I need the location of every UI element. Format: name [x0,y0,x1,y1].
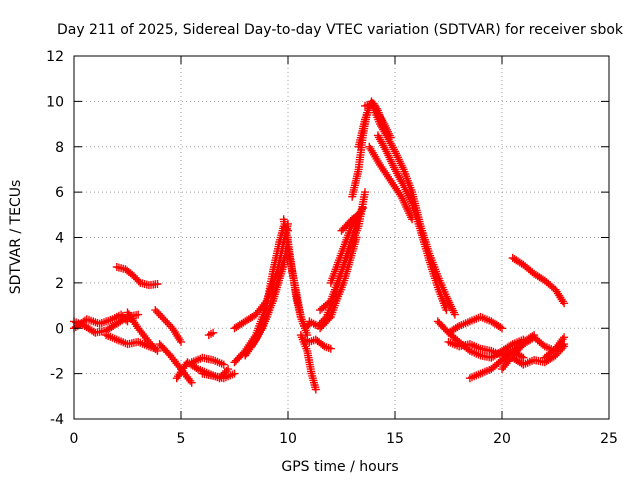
chart-title: Day 211 of 2025, Sidereal Day-to-day VTE… [57,22,624,38]
y-tick-label: 12 [46,49,64,65]
data-series [112,263,162,290]
y-axis-label: SDTVAR / TECUs [8,180,24,295]
data-series [365,142,417,224]
plus-markers [444,312,506,337]
plus-markers [112,263,162,290]
data-series [373,131,451,315]
data-series [508,253,569,308]
y-tick-label: 0 [55,321,64,337]
data-series [284,244,312,340]
data-series [151,306,185,346]
x-tick-label: 10 [279,431,297,447]
y-tick-label: 6 [55,185,64,201]
plus-markers [204,328,218,340]
data-series [444,312,506,337]
y-tick-label: 2 [55,276,64,292]
y-tick-label: 10 [46,94,64,110]
grid [74,56,609,419]
x-axis-label: GPS time / hours [281,459,398,475]
plus-markers [198,369,239,383]
x-axis-ticks: 0 5 10 15 20 25 [70,56,618,447]
x-tick-label: 20 [493,431,511,447]
x-tick-label: 0 [70,431,79,447]
y-tick-label: -4 [50,412,64,428]
plus-markers [540,333,569,362]
plus-markers [508,253,569,308]
plus-markers [365,142,417,224]
plus-markers [337,204,367,235]
plus-markers [373,131,451,315]
data-series [337,204,367,235]
y-axis-ticks: -4 -2 0 2 4 6 8 10 12 [46,49,609,428]
plus-markers [284,244,312,340]
data-series [187,353,228,369]
y-tick-label: 4 [55,231,64,247]
y-tick-label: -2 [50,367,64,383]
plus-markers [123,308,162,355]
data-series [301,335,335,353]
plus-markers [187,353,228,369]
y-tick-label: 8 [55,140,64,156]
x-tick-label: 15 [386,431,404,447]
data-series [198,369,239,383]
data-series [204,328,218,340]
data-series [123,308,162,355]
x-tick-label: 5 [177,431,186,447]
x-tick-label: 25 [600,431,618,447]
plus-markers [151,306,185,346]
data-series [540,333,569,362]
data-points [70,97,569,394]
plus-markers [301,335,335,353]
